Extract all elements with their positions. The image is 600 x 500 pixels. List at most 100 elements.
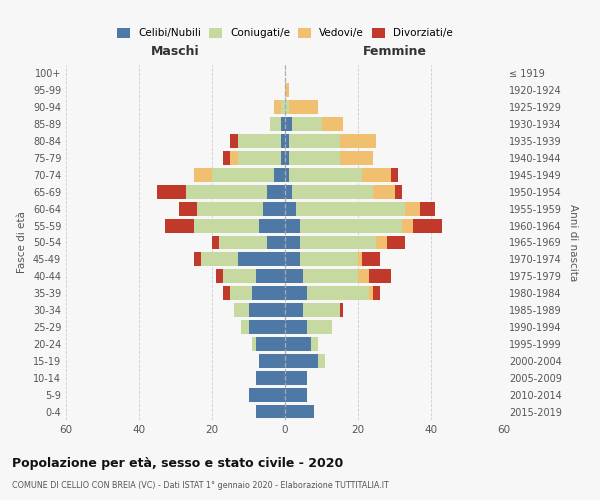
Bar [230,134,238,148]
Text: COMUNE DI CELLIO CON BREIA (VC) - Dati ISTAT 1° gennaio 2020 - Elaborazione TUTT: COMUNE DI CELLIO CON BREIA (VC) - Dati I… [12,481,389,490]
Bar [197,202,263,215]
Bar [369,286,373,300]
Bar [238,134,281,148]
Bar [281,134,285,148]
Bar [212,168,274,182]
Bar [373,185,395,198]
Bar [406,202,420,215]
Bar [234,303,248,317]
Bar [281,117,285,131]
Bar [259,218,285,232]
Bar [285,117,292,131]
Bar [285,404,314,418]
Bar [248,303,285,317]
Bar [285,202,296,215]
Bar [223,286,230,300]
Bar [289,168,362,182]
Bar [376,236,387,250]
Bar [164,218,194,232]
Bar [289,134,340,148]
Bar [256,270,285,283]
Bar [311,337,318,351]
Bar [212,236,220,250]
Bar [187,185,267,198]
Bar [267,185,285,198]
Bar [289,100,318,114]
Bar [194,218,259,232]
Bar [391,168,398,182]
Bar [285,303,303,317]
Y-axis label: Anni di nascita: Anni di nascita [568,204,578,281]
Legend: Celibi/Nubili, Coniugati/e, Vedovi/e, Divorziati/e: Celibi/Nubili, Coniugati/e, Vedovi/e, Di… [113,24,457,42]
Bar [285,151,289,165]
Bar [285,320,307,334]
Bar [285,168,289,182]
Bar [362,252,380,266]
Bar [274,168,285,182]
Bar [303,270,358,283]
Bar [307,320,332,334]
Bar [285,371,307,384]
Bar [252,286,285,300]
Bar [281,100,285,114]
Bar [281,151,285,165]
Bar [157,185,187,198]
Text: Popolazione per età, sesso e stato civile - 2020: Popolazione per età, sesso e stato civil… [12,458,343,470]
Bar [194,252,201,266]
Bar [340,134,376,148]
Bar [299,252,358,266]
Bar [285,337,311,351]
Bar [285,185,292,198]
Bar [322,117,343,131]
Bar [194,168,212,182]
Bar [274,100,281,114]
Bar [248,320,285,334]
Bar [285,134,289,148]
Bar [285,218,299,232]
Bar [201,252,238,266]
Bar [340,151,373,165]
Bar [289,151,340,165]
Bar [179,202,197,215]
Bar [238,151,281,165]
Bar [230,286,252,300]
Bar [285,354,318,368]
Bar [285,84,289,98]
Bar [299,236,376,250]
Bar [292,117,322,131]
Bar [303,303,340,317]
Bar [413,218,442,232]
Bar [285,388,307,402]
Bar [223,151,230,165]
Bar [285,236,299,250]
Bar [362,168,391,182]
Bar [373,286,380,300]
Bar [395,185,402,198]
Bar [256,337,285,351]
Bar [259,354,285,368]
Bar [267,236,285,250]
Y-axis label: Fasce di età: Fasce di età [17,212,27,274]
Bar [223,270,256,283]
Bar [420,202,434,215]
Bar [296,202,406,215]
Bar [238,252,285,266]
Text: Maschi: Maschi [151,45,200,58]
Bar [340,303,343,317]
Bar [215,270,223,283]
Bar [387,236,406,250]
Bar [256,404,285,418]
Bar [256,371,285,384]
Bar [369,270,391,283]
Text: Femmine: Femmine [362,45,427,58]
Bar [307,286,369,300]
Bar [299,218,402,232]
Bar [318,354,325,368]
Bar [358,252,362,266]
Bar [248,388,285,402]
Bar [271,117,281,131]
Bar [285,286,307,300]
Bar [285,252,299,266]
Bar [285,100,289,114]
Bar [252,337,256,351]
